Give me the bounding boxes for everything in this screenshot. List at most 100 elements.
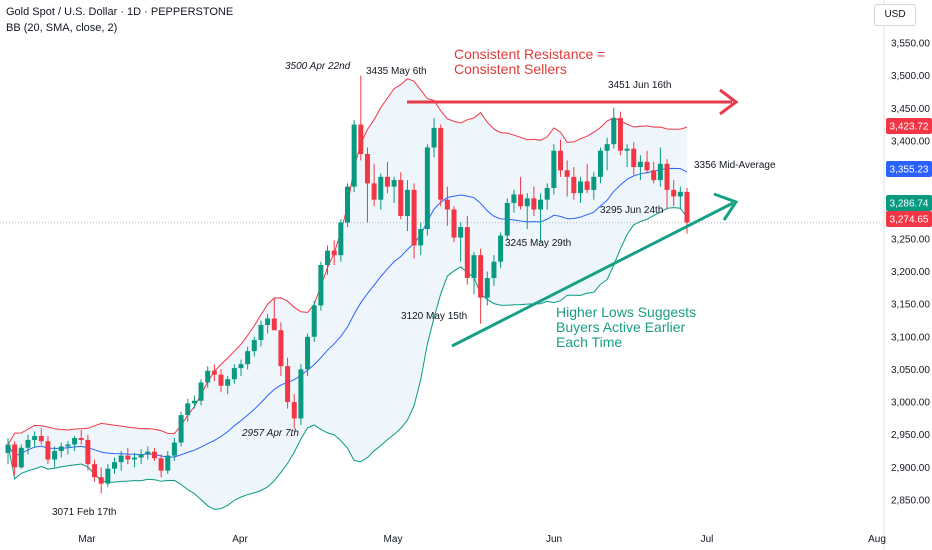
candle-body	[291, 402, 297, 419]
candle-body	[511, 194, 517, 203]
resistance-arrowhead	[719, 88, 739, 116]
price-badge-label: 3,355.23	[890, 165, 929, 176]
candle-body	[538, 199, 544, 210]
candle-body	[258, 325, 264, 341]
x-tick-label: Apr	[232, 534, 248, 545]
candle-body	[358, 124, 364, 154]
candle-body	[644, 161, 650, 171]
candle-body	[131, 457, 137, 460]
candle-body	[597, 150, 603, 177]
currency-button[interactable]: USD	[874, 4, 916, 26]
candle-body	[558, 150, 564, 171]
candle-body	[145, 451, 151, 455]
candle-body	[178, 415, 184, 443]
candle-body	[518, 194, 524, 207]
price-badge-label: 3,423.72	[890, 122, 929, 133]
candle-body	[684, 191, 690, 223]
y-tick-label: 3,050.00	[891, 365, 930, 376]
candle-body	[311, 305, 317, 337]
candle-body	[604, 144, 610, 151]
candle-body	[72, 437, 78, 445]
candle-body	[211, 370, 217, 375]
candle-body	[498, 235, 504, 262]
candle-body	[617, 118, 623, 151]
candle-body	[677, 191, 683, 197]
candle-body	[138, 454, 144, 458]
candle-body	[52, 451, 58, 460]
candle-body	[418, 229, 424, 246]
y-tick-label: 3,400.00	[891, 136, 930, 147]
candle-body	[12, 444, 18, 468]
candle-body	[345, 186, 350, 223]
x-tick-label: Aug	[868, 534, 886, 545]
candle-body	[584, 181, 590, 190]
candle-body	[92, 464, 98, 478]
resistance-annotation: Consistent Resistance = Consistent Selle…	[454, 46, 606, 77]
y-tick-label: 3,450.00	[891, 104, 930, 115]
symbol-title: Gold Spot / U.S. Dollar · 1D · PEPPERSTO…	[6, 6, 234, 18]
candle-body	[105, 468, 111, 484]
candle-body	[245, 351, 251, 365]
y-tick-label: 3,000.00	[891, 398, 930, 409]
candle-body	[158, 458, 164, 471]
y-tick-label: 2,900.00	[891, 463, 930, 474]
price-label: 3435 May 6th	[366, 66, 427, 77]
candle-body	[451, 209, 457, 238]
candle-body	[671, 189, 677, 197]
candle-body	[471, 255, 477, 279]
candle-body	[531, 198, 537, 210]
candle-body	[45, 441, 51, 460]
candle-body	[351, 124, 357, 187]
candle-body	[65, 444, 71, 447]
candle-body	[118, 455, 124, 463]
candle-body	[664, 163, 670, 190]
candle-body	[225, 379, 231, 386]
candle-body	[551, 150, 557, 188]
higher-lows-annotation: Higher Lows Suggests Buyers Active Earli…	[556, 304, 697, 350]
candle-body	[25, 439, 31, 448]
candle-body	[338, 222, 344, 256]
price-label: 3500 Apr 22nd	[285, 61, 351, 72]
y-tick-label: 3,150.00	[891, 300, 930, 311]
bollinger-lower-line	[7, 207, 688, 511]
candle-body	[464, 227, 470, 279]
candle-body	[171, 442, 177, 456]
candle-body	[5, 444, 11, 453]
candle-body	[624, 148, 630, 151]
price-label: 3451 Jun 16th	[608, 80, 672, 91]
y-tick-label: 3,550.00	[891, 39, 930, 50]
y-tick-label: 3,250.00	[891, 234, 930, 245]
candle-body	[325, 250, 331, 265]
indicator-legend[interactable]: BB (20, SMA, close, 2)	[6, 22, 118, 34]
candle-body	[564, 170, 570, 177]
price-label: 3071 Feb 17th	[52, 507, 117, 518]
candle-body	[438, 127, 444, 200]
candle-body	[444, 199, 450, 210]
candle-body	[384, 176, 390, 187]
candle-body	[38, 436, 44, 442]
price-label: 3120 May 15th	[401, 311, 468, 322]
price-badge-label: 3,286.74	[890, 199, 929, 210]
candle-body	[371, 183, 377, 200]
candle-body	[571, 176, 577, 194]
y-tick-label: 3,200.00	[891, 267, 930, 278]
y-tick-label: 2,850.00	[891, 496, 930, 507]
x-tick-label: Jun	[546, 534, 562, 545]
candle-body	[491, 261, 497, 279]
candle-body	[591, 176, 597, 190]
candle-body	[398, 180, 404, 217]
candle-body	[165, 455, 171, 471]
y-tick-label: 3,100.00	[891, 332, 930, 343]
candle-body	[78, 437, 84, 440]
candle-body	[364, 153, 370, 184]
price-badge	[886, 161, 932, 177]
candle-body	[231, 368, 237, 380]
price-label: 3295 Jun 24th	[600, 205, 664, 216]
candle-body	[265, 318, 271, 326]
candle-body	[218, 374, 224, 386]
candle-body	[411, 189, 417, 246]
candle-body	[318, 264, 324, 306]
price-label: 2957 Apr 7th	[242, 428, 299, 439]
candle-body	[238, 364, 244, 369]
